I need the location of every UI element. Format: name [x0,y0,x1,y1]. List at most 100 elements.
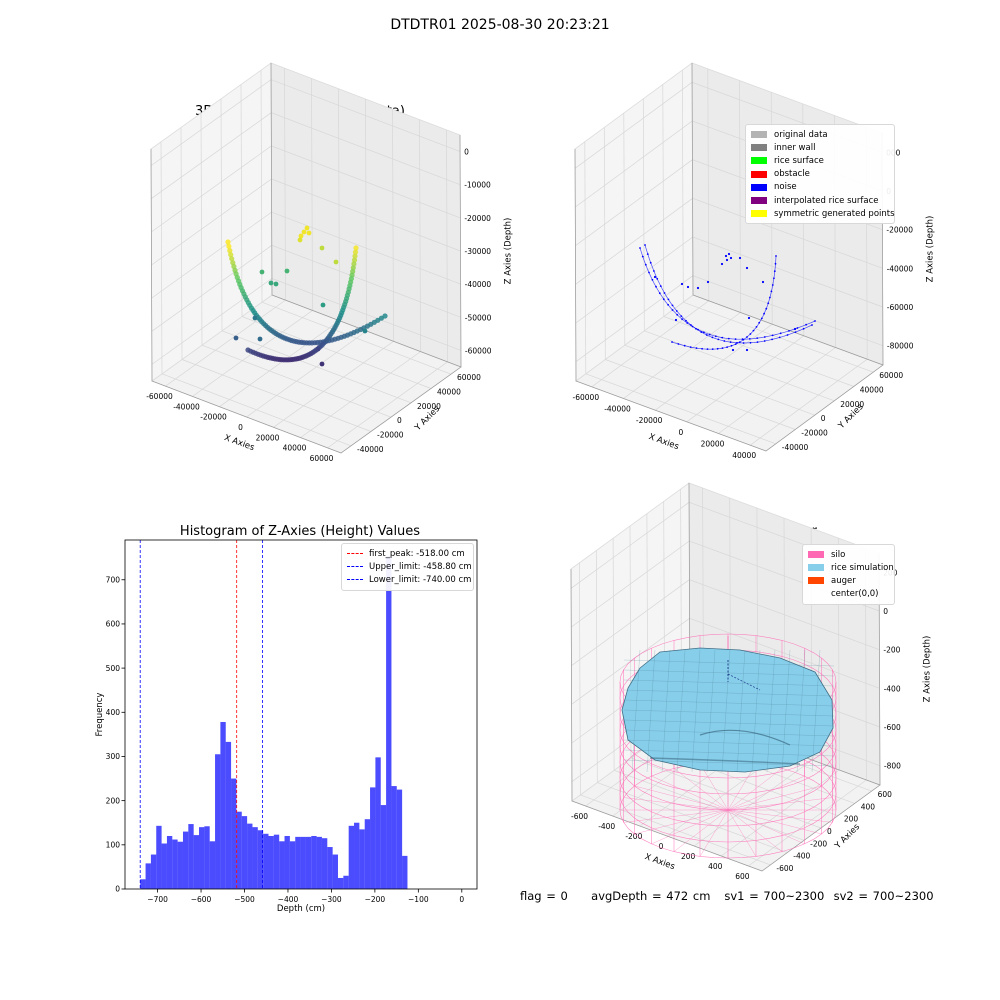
legend-item: auger [808,574,889,587]
histogram-bar [391,786,397,889]
histogram-bar [150,854,157,889]
gridline [181,359,372,432]
data-point [745,266,749,270]
axis-edge [691,62,884,366]
x-axis-label: X Axies [643,852,676,872]
data-point [315,346,321,352]
data-point [711,348,714,350]
data-point [675,310,678,312]
data-point [685,319,687,322]
data-point [708,333,711,336]
mesh-line [623,709,835,717]
histogram-bar [225,741,232,889]
data-point [705,334,708,336]
x-tick-label: -400 [598,822,615,831]
mesh-line [623,749,835,757]
data-point [674,318,678,322]
silo-floor-spoke [727,809,805,845]
data-point [811,324,813,326]
data-point [695,327,697,330]
data-point [700,331,703,333]
data-point [667,298,670,301]
data-point [729,341,732,343]
data-point [677,343,680,345]
data-point [301,229,307,235]
data-point [773,270,776,273]
gridline [681,70,684,303]
legend-label: interpolated rice surface [774,195,879,206]
data-point [761,280,765,284]
legend-item: rice simulation [808,561,894,574]
legend-label: inner wall [774,142,816,153]
data-point [720,262,724,266]
data-point [319,245,325,251]
histogram-bar [337,877,344,889]
data-point [228,252,234,258]
mesh-line [623,739,835,747]
histogram-bar [295,836,301,889]
data-point [749,333,752,335]
axis-edge [574,148,884,452]
data-point [771,338,773,341]
z-tick-label: -40000 [887,264,914,273]
y-tick-label: 700 [106,575,121,584]
data-point [767,302,770,305]
histogram-bar [220,722,226,889]
y-tick-label: 600 [878,790,893,799]
data-point [747,316,751,320]
data-point [352,249,359,255]
axis-edge [570,568,881,872]
histogram-bar [380,805,387,889]
data-point [731,348,735,352]
silo-floor-spoke [634,809,729,835]
silo-floor-spoke [623,809,729,823]
y-tick-label: -400 [793,852,810,861]
histogram-bar [375,757,381,889]
mesh-line [796,649,806,773]
data-point [736,341,738,344]
data-point [771,284,774,286]
mesh-line [631,649,641,773]
panel2-legend: original data inner wall rice surface ob… [745,124,895,225]
silo-floor-spoke [727,797,833,811]
histogram-bar [332,854,338,889]
data-point [706,280,710,284]
mesh-line [646,649,656,773]
histogram-bar [386,556,392,889]
x-tick-label: 400 [708,862,723,871]
data-point [711,336,714,339]
status-sv1: sv1 = 700~2300 [724,889,825,903]
gridline [241,316,432,389]
z-axis-label: Z Axies (Depth) [926,216,936,283]
gridline [597,782,788,853]
histogram-bar [172,839,178,889]
z-axis-label: Z Axies (Depth) [923,636,933,703]
data-point [756,341,759,343]
legend-label: original data [774,129,828,140]
data-point [683,344,686,347]
x-tick-label: 200 [681,852,696,861]
data-point [320,302,326,308]
data-point [763,312,765,315]
data-point [259,269,265,275]
x-tick-label: 20000 [701,440,725,449]
x-tick-label: -60000 [573,393,600,402]
silo-floor-spoke [727,809,822,835]
histogram-bar [364,819,371,889]
y-tick-label: 0 [115,885,120,894]
data-point [671,341,673,343]
data-point [721,347,724,349]
x-tick-label: −600 [191,895,212,904]
legend-swatch [808,551,824,559]
data-point [319,361,325,367]
legend-label: symmetric generated points [774,208,895,219]
data-point [268,280,274,286]
status-line: flag = 0 avgDepth = 472 cm sv1 = 700~230… [520,889,934,903]
data-point [746,336,748,338]
data-point [362,328,368,334]
data-point [306,230,312,236]
data-point [794,331,797,333]
gridline [603,127,606,360]
data-point [655,285,657,288]
